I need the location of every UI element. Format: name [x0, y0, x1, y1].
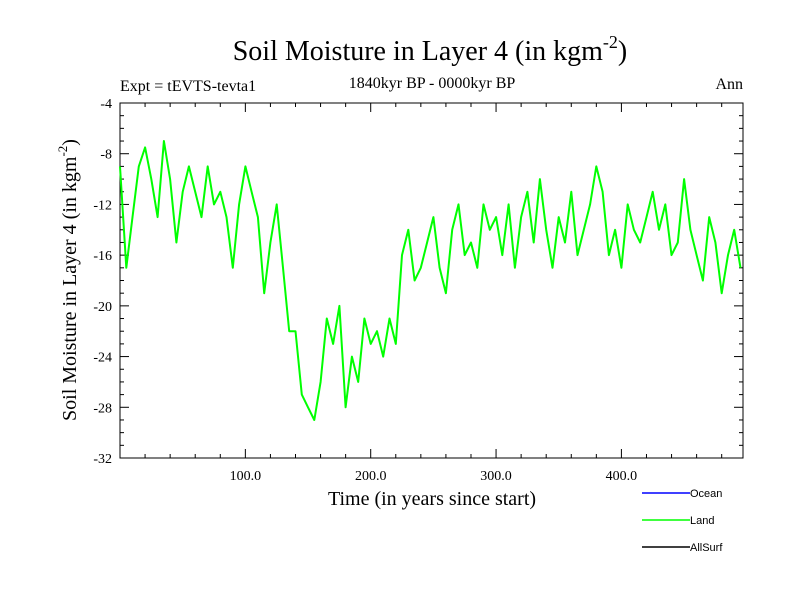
y-tick-label: -20 [93, 300, 112, 315]
y-axis-label-close: ) [59, 139, 81, 146]
y-axis-label: Soil Moisture in Layer 4 (in kgm-2) [55, 139, 81, 421]
y-axis-label-sup: -2 [55, 146, 70, 157]
chart-title-sup: -2 [603, 32, 618, 52]
y-tick-label: -28 [93, 401, 112, 416]
x-tick-labels: 100.0 200.0 300.0 400.0 [230, 469, 638, 484]
x-tick-label: 300.0 [480, 469, 512, 484]
chart-title: Soil Moisture in Layer 4 (in kgm-2) [233, 32, 628, 67]
legend-label-land: Land [690, 515, 714, 527]
y-tick-label: -4 [100, 97, 112, 112]
y-tick-label: -16 [93, 249, 112, 264]
series-line-land [119, 140, 742, 421]
legend: Ocean Land AllSurf [642, 488, 723, 554]
chart-title-close: ) [618, 36, 627, 67]
chart-title-main: Soil Moisture in Layer 4 (in kgm [233, 36, 603, 67]
x-tick-label: 400.0 [606, 469, 638, 484]
axis-ticks [120, 102, 743, 459]
plot-frame [119, 102, 744, 459]
x-tick-label: 200.0 [355, 469, 387, 484]
y-tick-label: -8 [100, 148, 112, 163]
y-tick-label: -32 [93, 452, 112, 467]
y-axis-label-main: Soil Moisture in Layer 4 (in kgm [59, 156, 81, 421]
y-tick-labels: -4 -8 -12 -16 -20 -24 -28 -32 [93, 97, 112, 467]
x-axis-label: Time (in years since start) [328, 488, 536, 510]
season-label: Ann [715, 76, 743, 93]
legend-label-allsurf: AllSurf [690, 542, 723, 554]
legend-label-ocean: Ocean [690, 488, 722, 500]
expt-label: Expt = tEVTS-tevta1 [120, 78, 256, 95]
x-tick-label: 100.0 [230, 469, 262, 484]
chart-subtitle: 1840kyr BP - 0000kyr BP [349, 75, 516, 92]
y-tick-label: -12 [93, 198, 112, 213]
y-tick-label: -24 [93, 351, 112, 366]
